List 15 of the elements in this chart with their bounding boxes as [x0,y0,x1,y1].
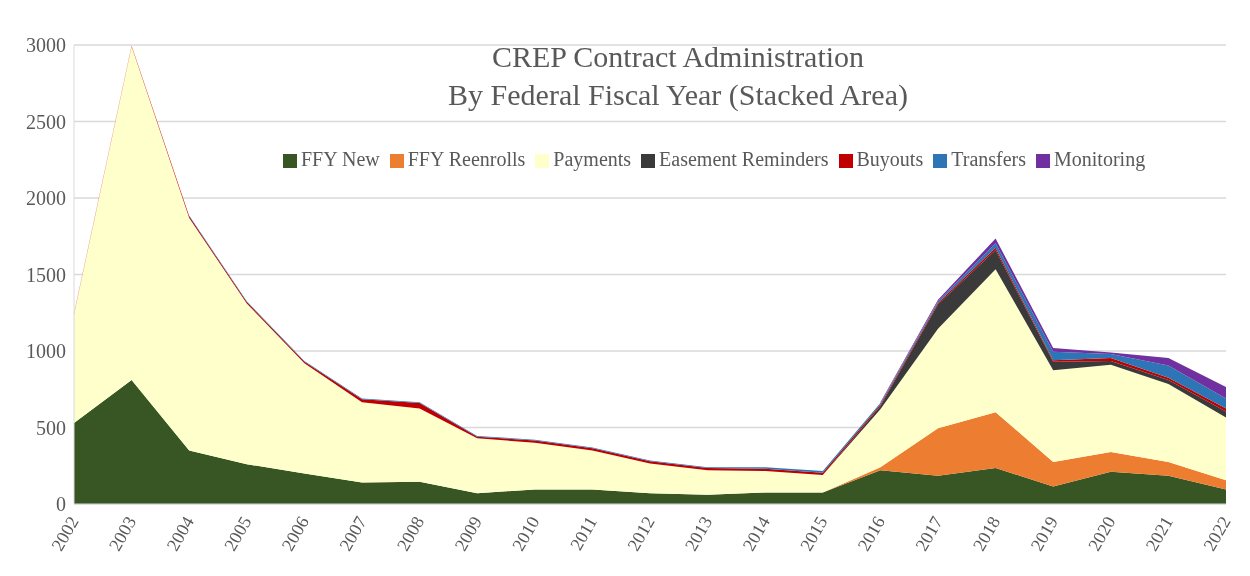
legend-label: Transfers [951,148,1027,170]
y-tick-label: 1000 [26,340,66,363]
y-tick-label: 1500 [26,263,66,286]
legend-label: FFY Reenrolls [407,148,526,170]
legend-label: Monitoring [1054,148,1146,170]
text: CREP Contract Administration By Federal Fiscal Year (Stacked Area) [447,39,909,113]
y-tick-label: 2500 [26,110,66,133]
legend-label: Buyouts [856,148,924,170]
legend-label: Payments [553,148,632,170]
legend-label: Easement Reminders [659,148,829,170]
legend-label: FFY New [301,148,380,170]
y-tick-label: 0 [56,493,66,516]
y-tick-label: 3000 [26,34,66,57]
y-tick-label: 500 [36,416,66,439]
y-tick-label: 2000 [26,187,66,210]
